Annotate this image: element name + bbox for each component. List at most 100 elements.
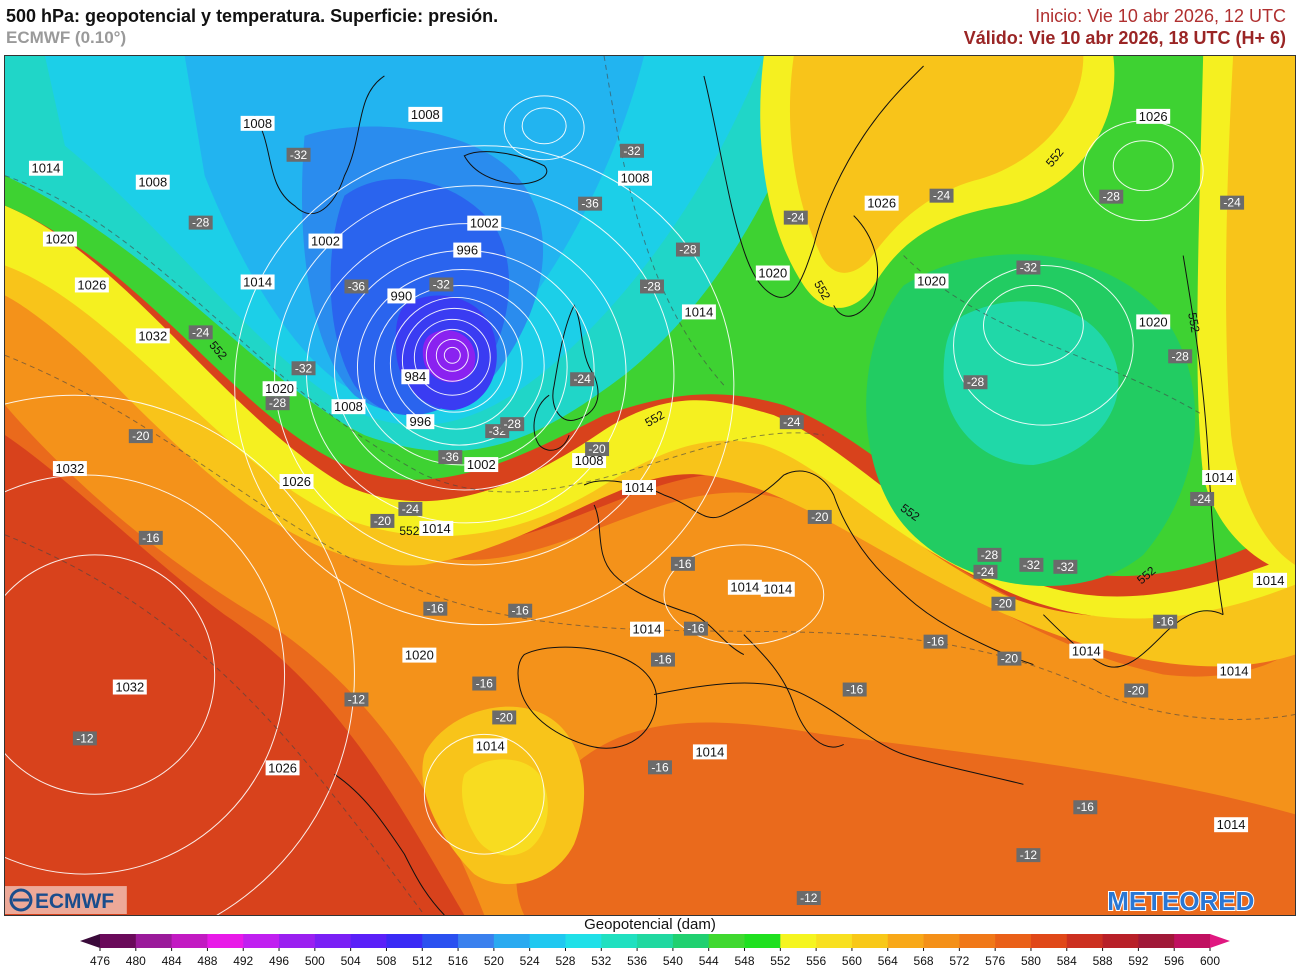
- pressure-label: 1014: [419, 521, 454, 536]
- svg-text:1002: 1002: [470, 216, 499, 231]
- map-title: 500 hPa: geopotencial y temperatura. Sup…: [6, 6, 499, 26]
- colorbar-tick-label: 544: [699, 954, 719, 968]
- svg-text:1020: 1020: [265, 381, 294, 396]
- svg-text:-36: -36: [442, 450, 460, 464]
- colorbar-tick-label: 580: [1021, 954, 1041, 968]
- colorbar-tick-label: 516: [448, 954, 468, 968]
- temperature-label: -28: [963, 375, 988, 389]
- svg-text:-28: -28: [679, 243, 697, 257]
- pressure-label: 1014: [622, 480, 656, 495]
- svg-text:-16: -16: [1077, 800, 1095, 814]
- svg-text:1014: 1014: [1220, 664, 1249, 679]
- svg-text:-16: -16: [927, 635, 945, 649]
- svg-text:-28: -28: [967, 375, 985, 389]
- svg-text:-28: -28: [1103, 190, 1121, 204]
- svg-text:-12: -12: [76, 731, 94, 745]
- colorbar-tick-label: 548: [735, 954, 755, 968]
- svg-text:1008: 1008: [138, 175, 167, 190]
- temperature-label: -24: [783, 211, 808, 225]
- pressure-label: 1014: [630, 622, 664, 637]
- svg-text:-24: -24: [933, 189, 951, 203]
- svg-text:-16: -16: [142, 531, 160, 545]
- colorbar-segment: [995, 934, 1032, 948]
- temperature-label: -16: [650, 653, 675, 667]
- svg-text:1026: 1026: [268, 760, 297, 775]
- colorbar-segment: [135, 934, 173, 948]
- colorbar-tick-label: 592: [1128, 954, 1148, 968]
- colorbar-min-arrow: [80, 934, 100, 948]
- svg-text:-20: -20: [496, 710, 514, 724]
- pressure-label: 1020: [914, 273, 949, 288]
- colorbar-tick-label: 596: [1164, 954, 1184, 968]
- svg-text:1002: 1002: [467, 457, 496, 472]
- temperature-label: -20: [128, 429, 153, 443]
- svg-text:-16: -16: [476, 677, 494, 691]
- pressure-label: 1020: [262, 381, 297, 396]
- svg-text:-20: -20: [1128, 684, 1146, 698]
- svg-text:1002: 1002: [311, 234, 340, 249]
- temperature-label: -24: [1220, 196, 1245, 210]
- svg-text:1026: 1026: [1139, 109, 1168, 124]
- pressure-label: 1026: [265, 760, 300, 775]
- colorbar-segment: [672, 934, 710, 948]
- colorbar-tick-label: 560: [842, 954, 862, 968]
- pressure-label: 1014: [1069, 644, 1104, 659]
- pressure-label: 1014: [240, 274, 275, 289]
- pressure-label: 1014: [692, 744, 727, 759]
- colorbar-tick-label: 552: [770, 954, 790, 968]
- colorbar-segment: [1174, 934, 1211, 948]
- temperature-label: -28: [265, 396, 290, 410]
- temperature-label: -24: [570, 372, 595, 386]
- svg-text:-32: -32: [433, 277, 451, 291]
- colorbar-tick-label: 564: [878, 954, 898, 968]
- temperature-label: -32: [429, 277, 454, 291]
- colorbar-segment: [637, 934, 674, 948]
- colorbar-tick-label: 520: [484, 954, 504, 968]
- colorbar-tick-label: 480: [126, 954, 146, 968]
- svg-text:1014: 1014: [422, 521, 451, 536]
- colorbar-tick-label: 528: [555, 954, 575, 968]
- pressure-label: 1008: [331, 399, 366, 414]
- ecmwf-logo: ECMWF: [5, 886, 127, 915]
- temperature-label: -20: [991, 597, 1016, 611]
- svg-text:996: 996: [410, 414, 432, 429]
- svg-text:1008: 1008: [411, 107, 440, 122]
- colorbar-segment: [780, 934, 817, 948]
- svg-text:-24: -24: [787, 211, 805, 225]
- svg-text:1014: 1014: [1217, 817, 1246, 832]
- svg-text:-20: -20: [995, 597, 1013, 611]
- geo-band-536-east: [943, 301, 1119, 466]
- colorbar-segment: [959, 934, 996, 948]
- svg-text:-16: -16: [846, 683, 864, 697]
- model-label: ECMWF (0.10°): [6, 28, 127, 47]
- pressure-label: 1032: [135, 328, 170, 343]
- colorbar-segment: [744, 934, 781, 948]
- svg-text:-20: -20: [588, 442, 606, 456]
- pressure-label: 1014: [681, 304, 716, 319]
- svg-text:-12: -12: [800, 891, 818, 905]
- temperature-label: -24: [398, 502, 423, 516]
- svg-text:-36: -36: [348, 279, 366, 293]
- pressure-label: 1014: [1214, 817, 1249, 832]
- svg-text:-24: -24: [192, 325, 210, 339]
- temperature-label: -32: [620, 144, 645, 158]
- colorbar-tick-label: 496: [269, 954, 289, 968]
- geo-band-560-east: [1226, 56, 1295, 565]
- colorbar-tick-label: 492: [233, 954, 253, 968]
- temperature-label: -16: [472, 677, 497, 691]
- svg-text:1020: 1020: [917, 273, 946, 288]
- temperature-label: -16: [923, 635, 948, 649]
- temperature-label: -12: [344, 692, 369, 706]
- colorbar-segment: [601, 934, 638, 948]
- pressure-label: 1008: [408, 107, 443, 122]
- temperature-label: -20: [370, 514, 395, 528]
- temperature-label: -24: [973, 565, 998, 579]
- colorbar-segment: [422, 934, 459, 948]
- colorbar-tick-label: 600: [1200, 954, 1220, 968]
- svg-text:1032: 1032: [115, 680, 144, 695]
- svg-text:1014: 1014: [625, 480, 654, 495]
- svg-text:-16: -16: [512, 604, 530, 618]
- pressure-label: 1014: [1202, 470, 1237, 485]
- colorbar-segment: [816, 934, 853, 948]
- colorbar-segment: [851, 934, 889, 948]
